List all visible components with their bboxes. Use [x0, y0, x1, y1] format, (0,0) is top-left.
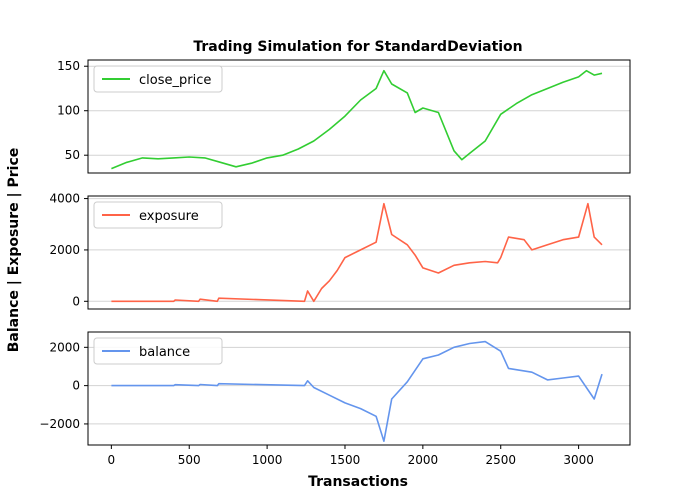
y-tick-label: 50	[65, 148, 80, 162]
panels: 50 100 150 close_price 0 2000 4000 exposure −200…	[39, 59, 631, 467]
series-line-balance	[111, 340, 603, 442]
y-tick-label: 2000	[49, 340, 80, 354]
legend-label: balance	[139, 345, 190, 360]
y-tick-label: 0	[72, 294, 80, 308]
y-tick-label: −2000	[39, 417, 80, 431]
panel-1: 50 100 150 close_price	[57, 59, 631, 174]
legend: balance	[93, 337, 223, 365]
x-tick-label: 3000	[563, 453, 594, 467]
y-axis-label: Balance | Exposure | Price	[6, 148, 22, 353]
x-tick-label: 1500	[330, 453, 361, 467]
legend-label: close_price	[139, 73, 211, 88]
x-tick-label: 2500	[485, 453, 516, 467]
chart-title: Trading Simulation for StandardDeviation	[193, 39, 522, 55]
y-tick-label: 2000	[49, 243, 80, 257]
legend: exposure	[93, 201, 223, 229]
axes-frame	[87, 195, 631, 310]
legend-box	[93, 337, 223, 365]
x-tick-label: 2000	[408, 453, 439, 467]
legend-box	[93, 65, 223, 93]
x-tick-label: 1000	[252, 453, 283, 467]
series-line-exposure	[111, 202, 603, 303]
x-tick-label: 0	[108, 453, 116, 467]
panel-2: 0 2000 4000 exposure	[49, 192, 631, 310]
y-tick-label: 0	[72, 379, 80, 393]
x-axis-label: Transactions	[308, 474, 408, 490]
y-tick-label: 100	[57, 104, 80, 118]
legend-box	[93, 201, 223, 229]
axes-frame	[87, 59, 631, 174]
series-line-close_price	[111, 69, 603, 170]
x-tick-label: 500	[178, 453, 201, 467]
y-tick-label: 150	[57, 59, 80, 73]
legend: close_price	[93, 65, 223, 93]
legend-label: exposure	[139, 209, 199, 224]
panel-3: −2000 0 2000 balance 0 500 1000 1500 2000 2500 300…	[39, 331, 631, 467]
axes-frame	[87, 331, 631, 446]
y-tick-label: 4000	[49, 192, 80, 206]
